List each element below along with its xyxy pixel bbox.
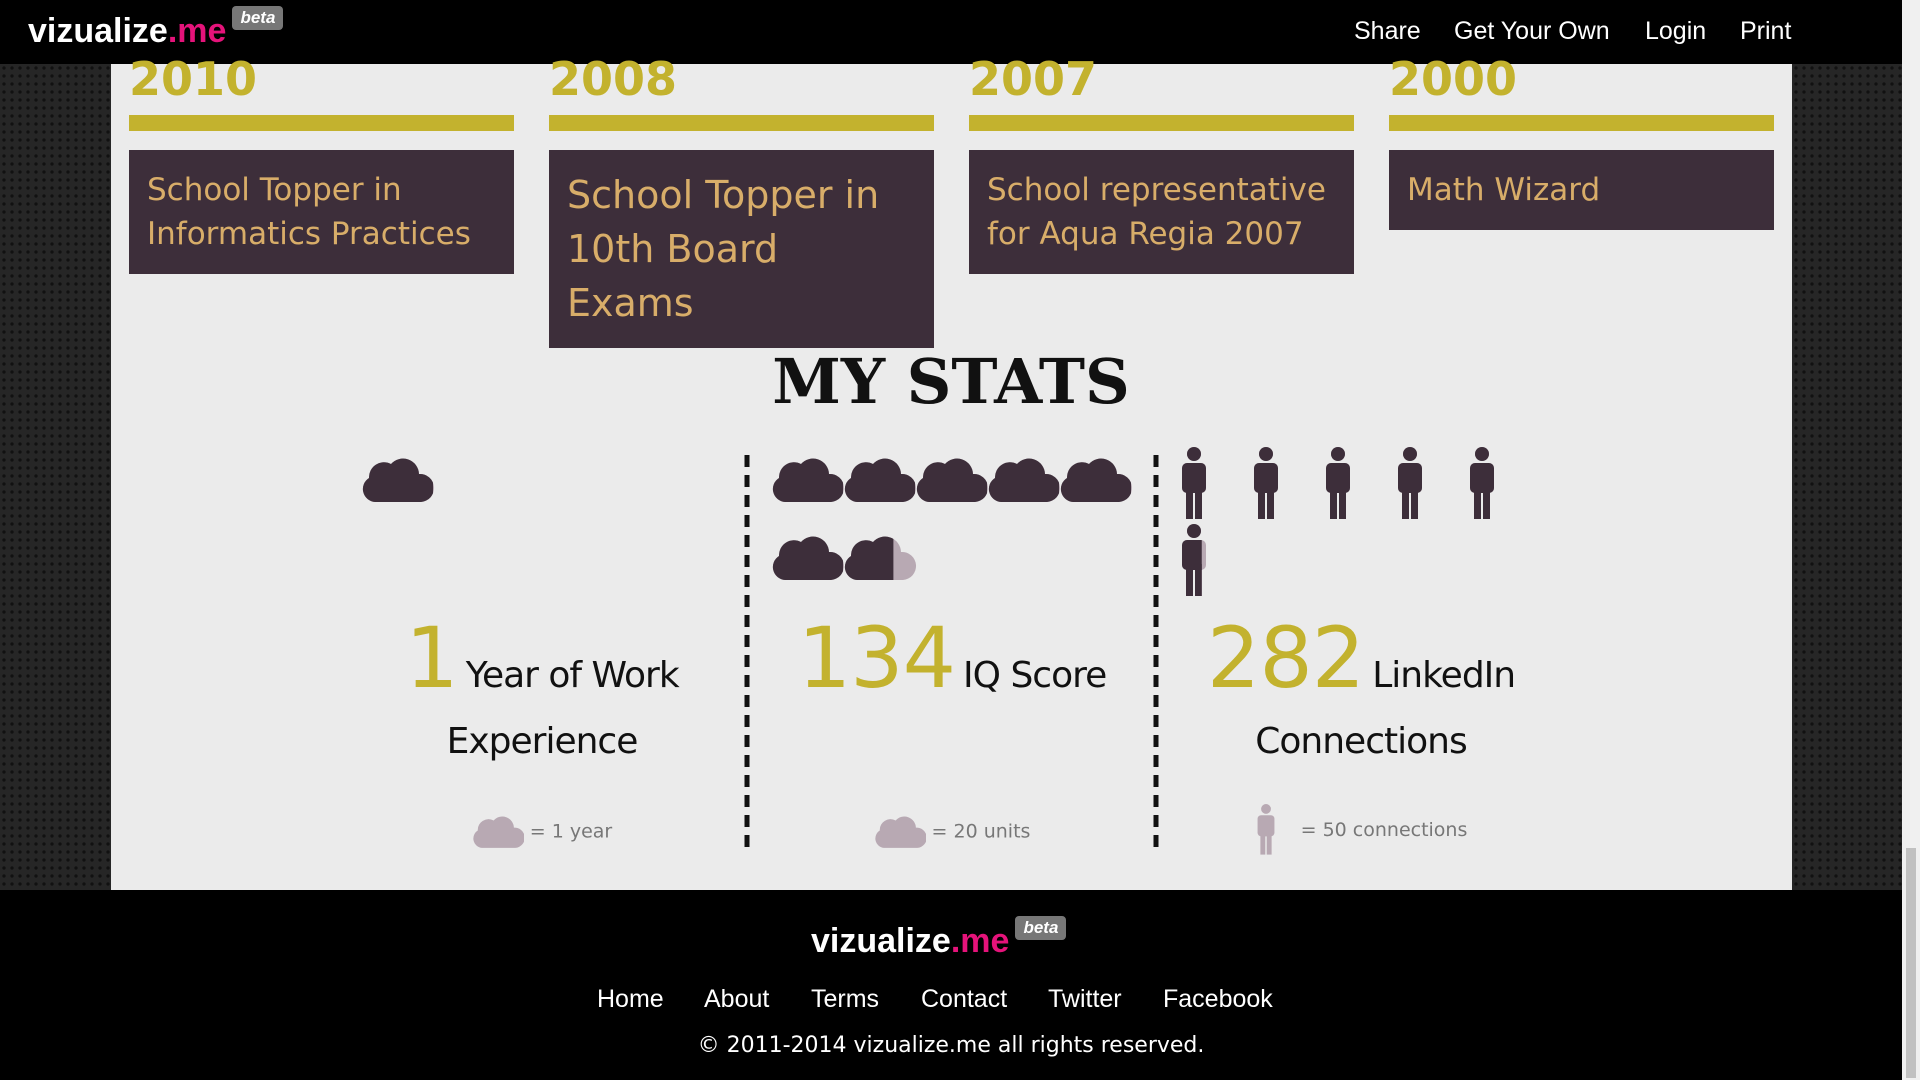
timeline-bar: [1389, 115, 1774, 131]
legend-label: = 50 connections: [1300, 818, 1468, 841]
footer-link[interactable]: Contact: [921, 985, 1008, 1013]
footer-logo[interactable]: vizualize.me beta: [811, 916, 1067, 961]
legend-icon: [1257, 804, 1275, 855]
scrollbar[interactable]: [1902, 0, 1920, 1080]
stats-title: MY STATS: [772, 345, 1130, 418]
legend: = 50 connections: [1171, 804, 1551, 856]
timeline-year: 2000: [1389, 52, 1518, 106]
timeline-box: School Topper in 10th Board Exams: [549, 150, 934, 348]
stat-text: 282 LinkedIn Connections: [1171, 616, 1551, 775]
nav-link[interactable]: Share: [1354, 17, 1421, 45]
footer: vizualize.me beta Home About Terms Contact Tw…: [0, 890, 1902, 1080]
header: vizualize.me beta Share Get Your Own Logi…: [0, 0, 1902, 64]
legend: = 20 units: [762, 814, 1142, 850]
logo-name: vizualize: [811, 922, 951, 960]
footer-link[interactable]: About: [704, 985, 770, 1013]
stat-value: 1: [405, 609, 458, 707]
scrollbar-thumb[interactable]: [1906, 848, 1916, 1078]
timeline-box: Math Wizard: [1389, 150, 1774, 230]
timeline-year: 2007: [969, 52, 1098, 106]
stat-value: 134: [797, 609, 956, 707]
legend-icon: [874, 816, 927, 848]
stat-label: Year of Work Experience: [446, 655, 680, 762]
logo-tld: .me: [167, 12, 227, 50]
stat-text: 134 IQ Score: [762, 616, 1142, 709]
footer-link[interactable]: Terms: [811, 985, 880, 1013]
nav-link[interactable]: Login: [1645, 17, 1707, 45]
footer-link[interactable]: Twitter: [1048, 985, 1122, 1013]
copyright: © 2011-2014 vizualize.me all rights rese…: [697, 1033, 1205, 1058]
nav-link[interactable]: Get Your Own: [1454, 17, 1610, 45]
timeline-bar: [129, 115, 514, 131]
stat-text: 1 Year of Work Experience: [352, 616, 732, 775]
timeline-box: School representative for Aqua Regia 200…: [969, 150, 1354, 274]
legend-label: = 20 units: [931, 820, 1031, 843]
timeline-year: 2008: [549, 52, 678, 106]
content-panel: [111, 0, 1792, 890]
logo[interactable]: vizualize.me beta: [28, 6, 284, 51]
footer-link[interactable]: Facebook: [1163, 985, 1273, 1013]
timeline-year: 2010: [129, 52, 258, 106]
timeline-box: School Topper in Informatics Practices: [129, 150, 514, 274]
stat-label: IQ Score: [963, 655, 1107, 696]
legend-label: = 1 year: [529, 820, 613, 843]
stat-label: LinkedIn Connections: [1255, 655, 1516, 762]
logo-name: vizualize: [28, 12, 168, 50]
nav-link[interactable]: Print: [1740, 17, 1792, 45]
footer-link[interactable]: Home: [597, 985, 664, 1013]
legend: = 1 year: [352, 814, 732, 850]
timeline-bar: [549, 115, 934, 131]
logo-badge: beta: [232, 6, 284, 30]
legend-icon: [473, 816, 525, 848]
stat-value: 282: [1206, 609, 1365, 707]
logo-badge: beta: [1015, 916, 1067, 940]
logo-tld: .me: [950, 922, 1010, 960]
timeline-bar: [969, 115, 1354, 131]
